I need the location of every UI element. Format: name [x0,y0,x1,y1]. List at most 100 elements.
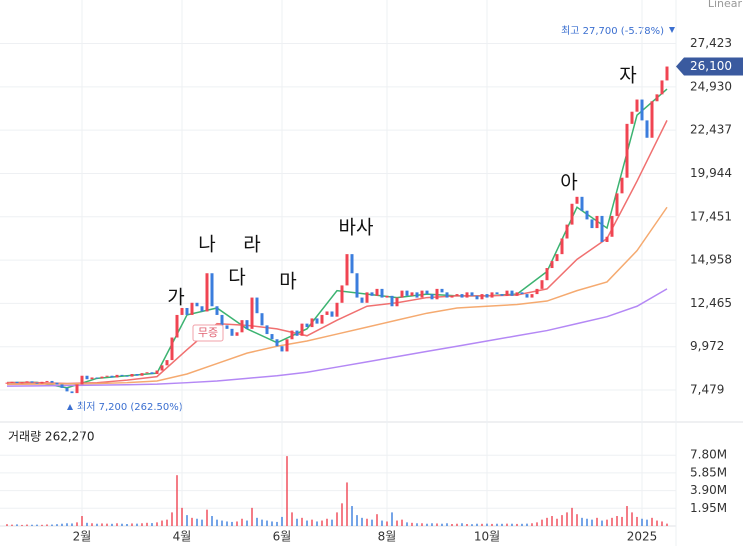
volume-bar [461,523,463,526]
volume-bar [196,518,198,526]
candle [405,290,409,296]
annotation: 아 [560,172,577,194]
volume-bar [521,523,523,526]
candle [170,337,174,361]
volume-bar [46,524,48,526]
candle [360,297,364,303]
candle [270,334,274,340]
candle [540,280,544,289]
volume-bar [641,518,643,526]
candle [490,292,494,298]
y-tick-label: 17,451 [690,209,732,223]
candle [50,380,54,383]
candle [415,292,419,298]
volume-bar [431,523,433,526]
volume-bar [471,524,473,526]
volume-bar [446,523,448,526]
candle [160,365,164,371]
candle [20,382,24,384]
volume-bar [6,524,8,526]
candle [340,285,344,303]
volume-bar [226,521,228,526]
candle [575,196,579,204]
volume-bar [81,516,83,526]
candle [370,292,374,296]
volume-bar [181,507,183,526]
candle [295,330,299,336]
scale-label[interactable]: Linear [708,0,743,10]
volume-bar [256,517,258,526]
volume-bar [316,521,318,526]
volume-bar [646,519,648,526]
annotation: 바사 [339,217,374,239]
volume-bar [466,524,468,526]
candle [375,288,379,296]
candle [640,99,644,121]
candle [530,294,534,298]
volume-bar [56,524,58,526]
volume-bar [286,456,288,526]
volume-title: 거래량 262,270 [8,430,95,444]
volume-bar [201,519,203,526]
candle [505,290,509,296]
candle [550,261,554,269]
candle [290,330,294,340]
candle [225,325,229,329]
candle [305,323,309,328]
volume-bar [111,523,113,526]
volume-bar [356,515,358,526]
volume-bar [336,512,338,526]
volume-bar [231,521,233,526]
candle [75,384,79,394]
volume-bar [106,523,108,526]
candle [655,94,659,102]
low-label: 최저 7,200 (262.50%) [77,401,183,413]
candle [400,290,404,298]
candle [460,294,464,298]
candle [130,374,134,377]
candle [320,314,324,324]
candle [570,203,574,225]
volume-bar [21,524,23,526]
candle [600,215,604,242]
candle [560,238,564,255]
candle [350,254,354,274]
annotation: 가 [167,287,184,309]
volume-bar [386,521,388,526]
volume-bar [306,520,308,526]
candle [555,254,559,262]
candle [470,292,474,296]
volume-bar [176,475,178,526]
volume-bar [551,516,553,526]
volume-bar [476,523,478,526]
volume-bar [271,521,273,526]
x-tick-label: 2025 [627,530,658,544]
volume-bar [421,523,423,526]
volume-bar [66,523,68,526]
moving-average-line [6,288,668,387]
volume-bar [161,520,163,526]
candle [535,288,539,295]
candle [365,292,369,303]
volume-bar [391,512,393,526]
volume-bar [221,520,223,526]
candle [480,294,484,300]
volume-bar [261,519,263,526]
volume-bar [36,524,38,526]
candle [65,387,69,392]
volume-bar [101,523,103,526]
volume-bar [136,523,138,526]
volume-bar [621,516,623,526]
volume-bar [381,520,383,526]
volume-bar [311,519,313,526]
candle [525,294,529,298]
candle [660,80,664,95]
candle [15,381,19,384]
volume-bar [156,522,158,526]
last-price-tag [676,57,743,76]
volume-bar [51,524,53,526]
volume-bar [296,518,298,526]
volume-bar [496,523,498,526]
